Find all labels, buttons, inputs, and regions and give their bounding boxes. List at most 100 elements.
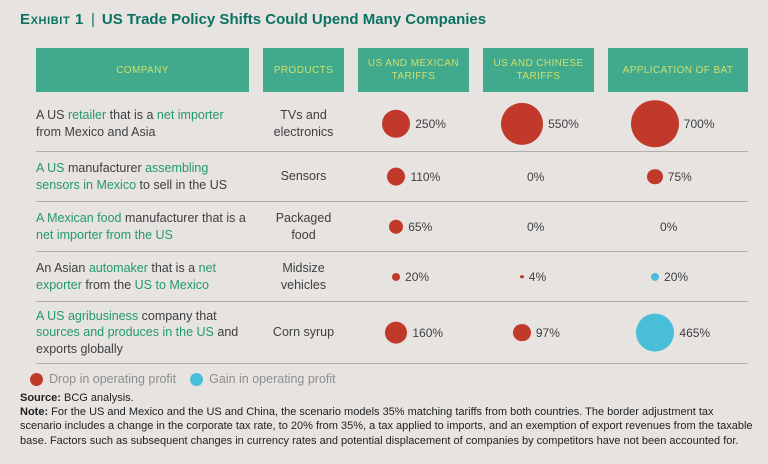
company-text-highlight: sources and produces in the US <box>36 325 214 340</box>
company-text-highlight: net importer <box>156 108 224 123</box>
bubble-cell: 97% <box>483 302 594 363</box>
company-text-highlight: retailer <box>67 108 107 123</box>
exhibit-title-row: Exhibit 1 | US Trade Policy Shifts Could U… <box>0 0 768 28</box>
drop-bubble <box>513 323 531 342</box>
company-text-plain: to sell in the US <box>136 177 228 192</box>
column-header-company: COMPANY <box>36 48 249 92</box>
company-cell: A US manufacturer assembling sensors in … <box>36 152 249 201</box>
bubble-cell: 160% <box>358 302 469 363</box>
table-row: A US agribusiness company that sources a… <box>36 302 748 364</box>
company-text-plain: An Asian <box>36 261 89 276</box>
table-row: A Mexican food manufacturer that is a ne… <box>36 202 748 252</box>
bubble-value-label: 4% <box>528 269 547 284</box>
bubble-value-label: 160% <box>412 325 444 340</box>
drop-bubble <box>388 219 404 234</box>
company-text-highlight: automaker <box>88 261 148 276</box>
drop-bubble <box>391 272 401 281</box>
bubble-cell: 0% <box>608 202 748 251</box>
product-cell: TVs and electronics <box>273 108 334 139</box>
legend: Drop in operating profit Gain in operati… <box>30 372 768 386</box>
company-text-plain: and exports globally <box>36 325 239 356</box>
source-line: Source: BCG analysis. <box>20 392 748 404</box>
company-text-plain: that is a <box>106 108 157 123</box>
bubble-value-label: 65% <box>408 219 433 234</box>
company-text-plain: that is a <box>147 261 199 276</box>
company-text-highlight: A Mexican food <box>36 211 122 226</box>
bubble-cell: 0% <box>483 152 594 201</box>
bubble-value-label: 97% <box>535 325 560 340</box>
company-text: A US retailer that is a net importer fro… <box>36 107 249 140</box>
column-header-us-chinese-tariffs: US AND CHINESE TARIFFS <box>483 48 594 92</box>
product-cell: Sensors <box>280 169 327 184</box>
company-text-highlight: net importer from the US <box>36 227 173 242</box>
company-text: An Asian automaker that is a net exporte… <box>36 260 249 293</box>
source-text: BCG analysis. <box>60 392 134 404</box>
table-header-row: COMPANY PRODUCTS US AND MEXICAN TARIFFS … <box>36 48 748 92</box>
legend-item-gain: Gain in operating profit <box>190 372 336 386</box>
bubble-value-label: 110% <box>410 169 441 184</box>
drop-bubble <box>631 99 679 148</box>
title-separator: | <box>90 11 95 28</box>
product-cell: Midsize vehicles <box>280 261 327 292</box>
bubble-value-label: 0% <box>527 219 545 234</box>
company-text-plain: manufacturer that is a <box>121 211 246 226</box>
company-text-plain: from the <box>81 277 135 292</box>
company-text-plain: manufacturer <box>64 161 146 176</box>
column-header-us-mexican-tariffs: US AND MEXICAN TARIFFS <box>358 48 469 92</box>
drop-bubble <box>384 321 408 344</box>
note-text: For the US and Mexico and the US and Chi… <box>20 406 753 447</box>
bubble-cell: 465% <box>608 302 748 363</box>
product-cell: Corn syrup <box>272 325 335 340</box>
note-block: Note: For the US and Mexico and the US a… <box>20 405 756 448</box>
bubble-value-label: 0% <box>527 169 545 184</box>
bubble-value-label: 700% <box>683 116 715 131</box>
page-title: US Trade Policy Shifts Could Upend Many … <box>101 11 487 28</box>
bubble-cell: 4% <box>483 252 594 301</box>
bubble-value-label: 20% <box>664 269 689 284</box>
bubble-value-label: 0% <box>660 219 678 234</box>
company-cell: An Asian automaker that is a net exporte… <box>36 252 249 301</box>
gain-dot-icon <box>190 372 204 386</box>
source-label: Source: <box>20 392 61 404</box>
drop-bubble <box>520 274 524 279</box>
company-text: A US manufacturer assembling sensors in … <box>36 160 249 193</box>
legend-item-drop: Drop in operating profit <box>30 372 176 386</box>
legend-gain-label: Gain in operating profit <box>209 372 336 386</box>
note-label: Note: <box>20 406 49 418</box>
company-text-plain: A US <box>36 108 68 123</box>
bubble-value-label: 465% <box>679 325 711 340</box>
company-text: A Mexican food manufacturer that is a ne… <box>36 210 249 243</box>
bubble-value-label: 250% <box>415 116 446 131</box>
company-text-highlight: assembling sensors in Mexico <box>36 161 209 192</box>
product-cell: Packaged food <box>275 211 332 242</box>
company-text: A US agribusiness company that sources a… <box>36 308 249 357</box>
bubble-cell: 250% <box>358 96 469 151</box>
bubble-cell: 75% <box>608 152 748 201</box>
bubble-value-label: 20% <box>405 269 430 284</box>
legend-drop-label: Drop in operating profit <box>49 372 177 386</box>
bubble-value-label: 550% <box>548 116 579 131</box>
company-text-highlight: A US agribusiness <box>36 309 139 324</box>
company-text-plain: from Mexico and Asia <box>36 124 156 139</box>
drop-dot-icon <box>30 372 43 386</box>
drop-bubble <box>500 102 544 145</box>
column-header-products: PRODUCTS <box>263 48 344 92</box>
company-text-plain: company that <box>138 309 217 324</box>
company-text-highlight: US to Mexico <box>134 277 209 292</box>
bubble-cell: 20% <box>358 252 469 301</box>
table-rows: A US retailer that is a net importer fro… <box>36 96 748 364</box>
table-row: An Asian automaker that is a net exporte… <box>36 252 748 302</box>
bubble-cell: 65% <box>358 202 469 251</box>
exhibit-number-label: Exhibit 1 <box>20 11 84 28</box>
bubble-cell: 110% <box>358 152 469 201</box>
table-row: A US manufacturer assembling sensors in … <box>36 152 748 202</box>
company-cell: A Mexican food manufacturer that is a ne… <box>36 202 249 251</box>
gain-bubble <box>635 313 675 352</box>
bubble-cell: 0% <box>483 202 594 251</box>
gain-bubble <box>650 272 660 281</box>
table-row: A US retailer that is a net importer fro… <box>36 96 748 152</box>
drop-bubble <box>381 109 411 138</box>
company-text-highlight: A US <box>36 161 65 176</box>
company-cell: A US agribusiness company that sources a… <box>36 302 249 363</box>
